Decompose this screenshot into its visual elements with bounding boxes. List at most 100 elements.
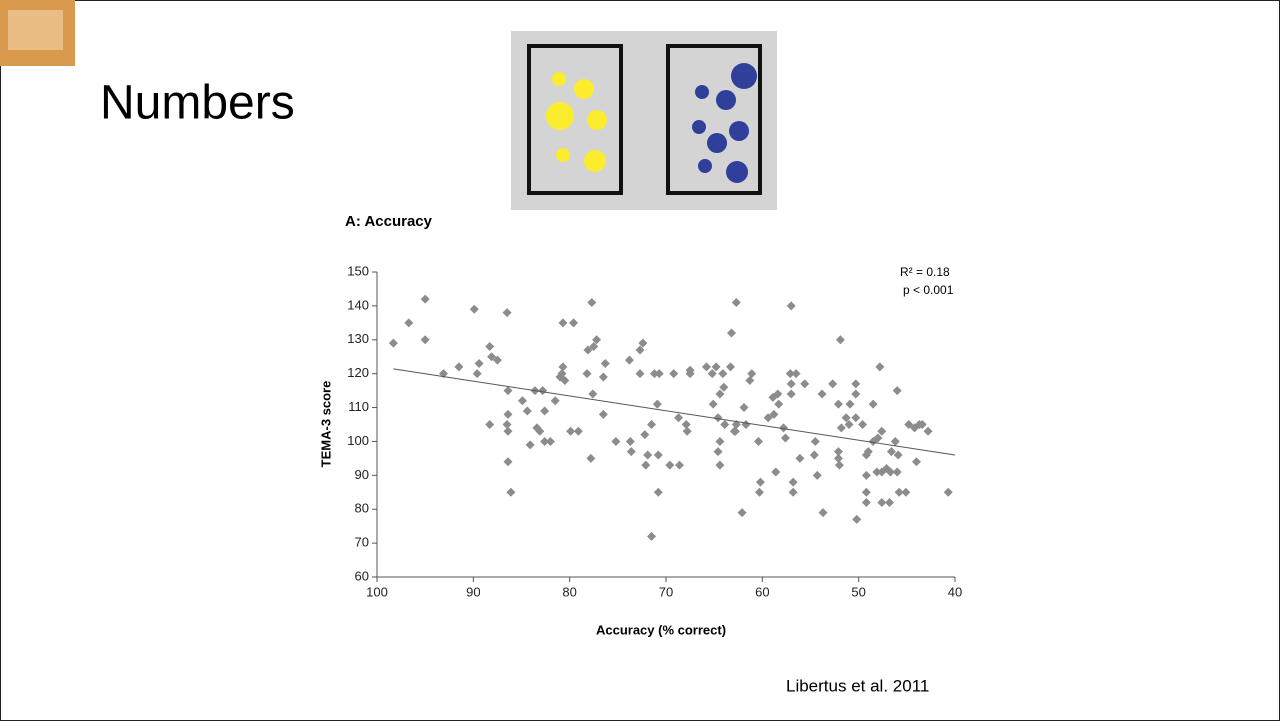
point <box>720 420 730 429</box>
point <box>589 342 599 352</box>
point <box>503 457 513 467</box>
point <box>588 389 598 399</box>
point <box>525 440 535 450</box>
point <box>649 369 659 379</box>
point <box>647 531 657 541</box>
point <box>718 369 728 379</box>
point <box>861 487 871 497</box>
x-axis-label: Accuracy (% correct) <box>596 622 726 637</box>
point <box>502 420 512 429</box>
point <box>774 399 784 409</box>
point <box>763 413 773 423</box>
point <box>863 447 873 457</box>
point <box>653 450 663 460</box>
point <box>904 420 914 429</box>
point <box>611 436 621 446</box>
point <box>892 386 902 396</box>
point <box>503 386 513 396</box>
point <box>573 426 583 436</box>
point <box>818 508 828 518</box>
point <box>785 369 795 379</box>
point <box>786 389 796 399</box>
point <box>653 487 663 497</box>
y-tick-label: 80 <box>355 501 369 516</box>
point <box>737 508 747 518</box>
point <box>779 423 789 433</box>
x-tick-label: 80 <box>562 584 576 599</box>
point <box>786 379 796 389</box>
trendline <box>393 368 956 456</box>
point <box>795 453 805 463</box>
point <box>923 426 933 436</box>
point <box>786 301 796 311</box>
point <box>788 487 798 497</box>
point <box>727 328 737 338</box>
point <box>713 413 723 423</box>
point <box>851 413 861 423</box>
point <box>674 413 684 423</box>
point <box>809 450 819 460</box>
point <box>557 369 567 379</box>
y-tick-label: 120 <box>347 365 369 380</box>
point <box>858 420 868 429</box>
point <box>582 369 592 379</box>
point <box>420 294 430 304</box>
point <box>566 426 576 436</box>
point <box>730 426 740 436</box>
point <box>388 338 398 348</box>
y-tick-label: 100 <box>347 433 369 448</box>
point <box>877 497 887 507</box>
point <box>873 433 883 443</box>
point <box>600 359 610 368</box>
point <box>638 338 648 348</box>
point <box>886 447 896 457</box>
point <box>747 369 757 379</box>
point <box>833 447 843 457</box>
point <box>771 467 781 477</box>
point <box>755 477 765 487</box>
point <box>538 386 548 396</box>
point <box>726 362 736 372</box>
point <box>745 375 755 385</box>
point <box>901 487 911 497</box>
point <box>844 420 854 429</box>
x-tick-label: 60 <box>755 584 769 599</box>
point <box>643 450 653 460</box>
point <box>420 335 430 345</box>
point <box>788 477 798 487</box>
point <box>753 436 763 446</box>
point <box>715 460 725 470</box>
point <box>626 447 636 457</box>
logo-detail <box>8 10 63 50</box>
point <box>845 399 855 409</box>
point <box>685 369 695 379</box>
point <box>719 382 729 392</box>
point <box>861 497 871 507</box>
point <box>586 453 596 463</box>
point <box>682 426 692 436</box>
point <box>868 399 878 409</box>
point <box>851 389 861 399</box>
point <box>535 426 545 436</box>
point <box>713 447 723 457</box>
y-tick-label: 140 <box>347 297 369 312</box>
point <box>917 420 927 429</box>
point <box>635 345 645 355</box>
point <box>517 396 527 406</box>
point <box>558 318 568 328</box>
point <box>841 413 851 423</box>
point <box>711 362 721 372</box>
point <box>625 436 635 446</box>
point <box>598 409 608 419</box>
citation: Libertus et al. 2011 <box>786 676 929 695</box>
point <box>647 420 657 429</box>
point <box>861 470 871 480</box>
point <box>506 487 516 497</box>
point <box>503 426 513 436</box>
x-tick-label: 90 <box>466 584 480 599</box>
point <box>624 355 634 365</box>
point <box>892 467 902 477</box>
point <box>569 318 579 328</box>
point <box>800 379 810 389</box>
